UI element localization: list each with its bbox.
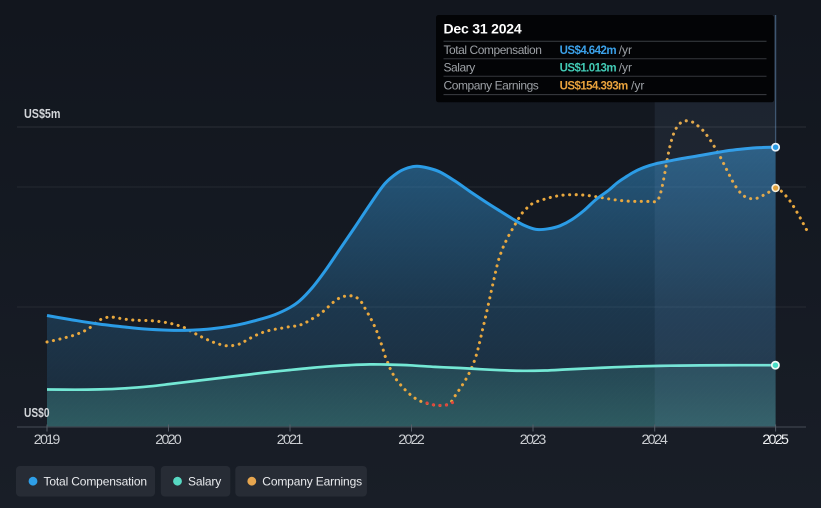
svg-text:/yr: /yr [619,61,632,75]
svg-text:Company Earnings: Company Earnings [262,474,362,488]
svg-text:Company Earnings: Company Earnings [444,79,539,93]
svg-text:Total Compensation: Total Compensation [44,474,147,488]
svg-text:Dec 31 2024: Dec 31 2024 [444,21,522,37]
svg-text:2022: 2022 [398,432,425,448]
svg-text:2021: 2021 [277,432,304,448]
svg-text:/yr: /yr [631,79,644,93]
svg-text:2023: 2023 [520,432,547,448]
svg-text:US$0: US$0 [24,406,50,420]
svg-text:/yr: /yr [619,43,632,57]
svg-text:2025: 2025 [762,432,789,448]
svg-text:US$154.393m: US$154.393m [560,81,628,93]
svg-text:2024: 2024 [641,432,668,448]
svg-text:US$4.642m: US$4.642m [560,45,617,57]
svg-text:Total Compensation: Total Compensation [444,43,542,57]
svg-text:US$1.013m: US$1.013m [560,63,617,75]
svg-text:Salary: Salary [444,61,476,75]
svg-text:2019: 2019 [34,432,61,448]
svg-text:Salary: Salary [188,474,221,488]
svg-text:2020: 2020 [155,432,182,448]
svg-text:US$5m: US$5m [24,107,61,121]
